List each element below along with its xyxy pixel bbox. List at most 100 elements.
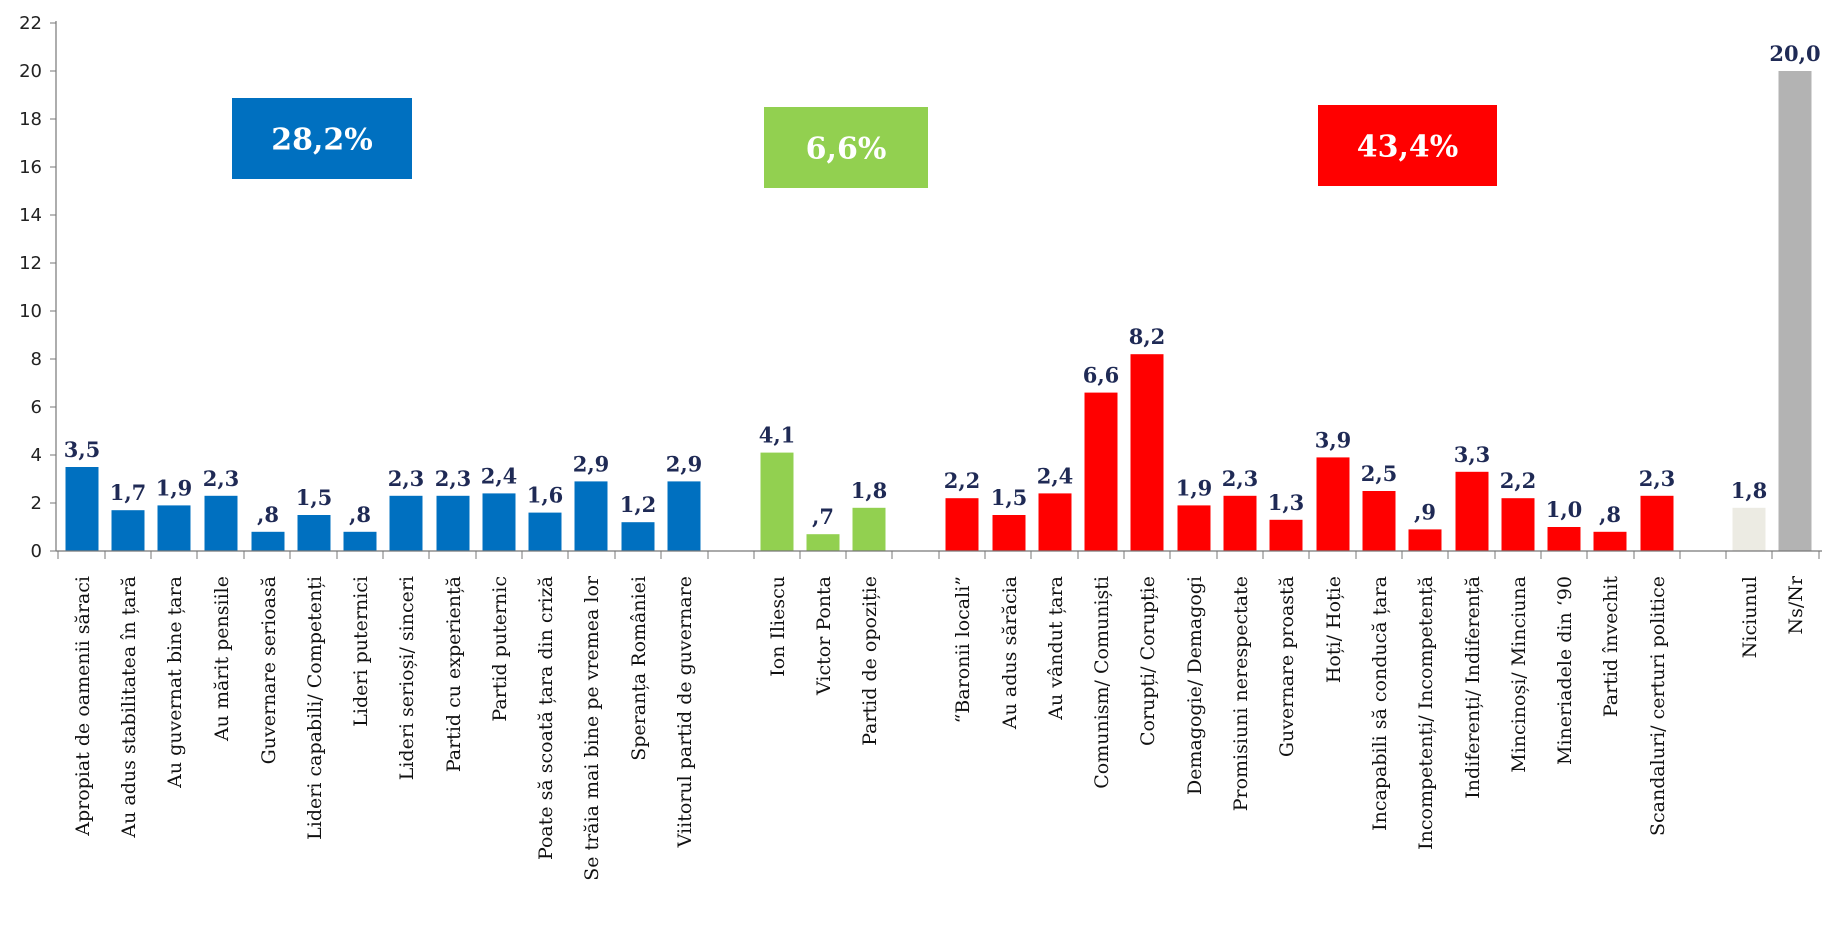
bar [1732, 507, 1766, 551]
bar [1223, 495, 1257, 551]
x-tick-label: “Baronii locali” [952, 576, 974, 723]
y-tick-label: 14 [19, 205, 42, 226]
bar [65, 467, 99, 551]
value-label: 2,3 [1639, 466, 1676, 491]
bar [1177, 505, 1211, 551]
x-tick-label: Mincinoși/ Minciuna [1508, 576, 1530, 773]
value-labels: 3,5 1,7 1,9 2,3 ,8 1,5 ,8 2,3 2,3 2,4 1,6 2,9 1,2 2,9… [64, 41, 1821, 529]
bar [667, 481, 701, 551]
bar [1130, 354, 1164, 551]
x-tick-label: Guvernare proastă [1276, 576, 1298, 757]
value-label: 1,5 [991, 485, 1028, 510]
y-tick-label: 18 [19, 109, 42, 130]
value-label: 1,0 [1546, 497, 1583, 522]
x-tick-label: Scandaluri/ certuri politice [1647, 576, 1669, 836]
bar [1269, 519, 1303, 551]
x-tick-label: Victor Ponta [813, 576, 835, 696]
value-label: 8,2 [1129, 324, 1166, 349]
value-label: 2,4 [1037, 463, 1074, 488]
value-label: ,8 [257, 502, 279, 527]
callout-label: 6,6% [806, 132, 887, 167]
bar [251, 531, 285, 551]
callout-label: 43,4% [1357, 130, 1459, 165]
value-label: 4,1 [759, 423, 796, 448]
y-tick-label: 16 [19, 157, 42, 178]
bar [204, 495, 238, 551]
bar [389, 495, 423, 551]
x-tick-label: Partid cu experiență [443, 576, 465, 772]
bar [621, 522, 655, 551]
x-tick-label: Guvernare serioasă [258, 576, 280, 764]
x-tick-label: Partid puternic [489, 576, 511, 722]
bar [111, 510, 145, 551]
bar [1501, 498, 1535, 551]
x-tick-label: Lideri capabili/ Competenți [304, 576, 326, 840]
x-tick-label: Speranța României [628, 576, 650, 761]
value-label: 1,9 [156, 475, 193, 500]
y-tick-label: 2 [31, 493, 42, 514]
bar [1455, 471, 1489, 551]
x-tick-label: Partid de opoziție [859, 576, 881, 746]
y-tick-label: 22 [19, 13, 42, 34]
bars [65, 71, 1812, 551]
bar [1362, 491, 1396, 551]
bar [157, 505, 191, 551]
x-tick-label: Niciunul [1739, 576, 1761, 658]
x-tick-label: Ion Iliescu [767, 576, 789, 677]
bar [1408, 529, 1442, 551]
y-axis-ticks: 0 2 4 6 8 10 12 14 16 18 20 22 [19, 13, 56, 562]
x-tick-label: Au adus sărăcia [999, 576, 1021, 730]
x-tick-label: Lideri serioși/ sinceri [396, 576, 418, 780]
x-tick-label: Au guvernat bine țara [164, 576, 186, 789]
y-tick-label: 4 [31, 445, 42, 466]
group-callouts: 28,2% 6,6% 43,4% [232, 98, 1497, 188]
value-label: 2,4 [481, 463, 518, 488]
x-tick-label: Au vândut țara [1045, 576, 1067, 721]
x-tick-label: Apropiat de oamenii săraci [72, 576, 94, 837]
bar [343, 531, 377, 551]
x-tick-label: Comunism/ Comuniști [1091, 576, 1113, 789]
value-label: 6,6 [1083, 363, 1120, 388]
callout-label: 28,2% [271, 123, 373, 158]
y-tick-label: 8 [31, 349, 42, 370]
x-tick-label: Incapabili să conducă țara [1369, 576, 1391, 831]
value-label: 1,9 [1176, 475, 1213, 500]
value-label: 1,2 [620, 492, 657, 517]
x-axis-labels: Apropiat de oamenii săraci Au adus stabil… [72, 575, 1807, 881]
bar [528, 512, 562, 551]
x-tick-label: Poate să scoată țara din criză [535, 576, 557, 860]
x-tick-label: Demagogie/ Demagogi [1184, 576, 1206, 795]
value-label: 2,3 [203, 466, 240, 491]
x-tick-label: Incompetenți/ Incompetență [1415, 576, 1437, 850]
bar [852, 507, 886, 551]
value-label: 2,3 [435, 466, 472, 491]
bar [1593, 531, 1627, 551]
x-tick-label: Partid învechit [1600, 576, 1622, 718]
bar [1778, 71, 1812, 551]
value-label: 2,3 [388, 466, 425, 491]
bar [1316, 457, 1350, 551]
value-label: 1,8 [1731, 478, 1768, 503]
value-label: ,8 [349, 502, 371, 527]
bar [482, 493, 516, 551]
value-label: 2,9 [666, 451, 703, 476]
x-tick-label: Au adus stabilitatea în țară [118, 576, 140, 839]
x-tick-label: Viitorul partid de guvernare [674, 576, 696, 848]
value-label: 1,6 [527, 483, 564, 508]
y-tick-label: 10 [19, 301, 42, 322]
y-tick-label: 20 [19, 61, 42, 82]
bar [1640, 495, 1674, 551]
x-tick-label: Mineriadele din ‘90 [1554, 576, 1576, 765]
value-label: 1,3 [1268, 490, 1305, 515]
value-label: 2,2 [1500, 468, 1537, 493]
value-label: 20,0 [1769, 41, 1820, 66]
x-tick-label: Se trăia mai bine pe vremea lor [581, 575, 603, 881]
value-label: 1,8 [851, 478, 888, 503]
bar [1084, 392, 1118, 551]
bar [1547, 527, 1581, 551]
bar [436, 495, 470, 551]
x-tick-label: Promisiuni nerespectate [1230, 576, 1252, 811]
x-tick-label: Au mărit pensiile [211, 576, 233, 742]
value-label: 3,5 [64, 437, 101, 462]
value-label: 3,9 [1315, 427, 1352, 452]
